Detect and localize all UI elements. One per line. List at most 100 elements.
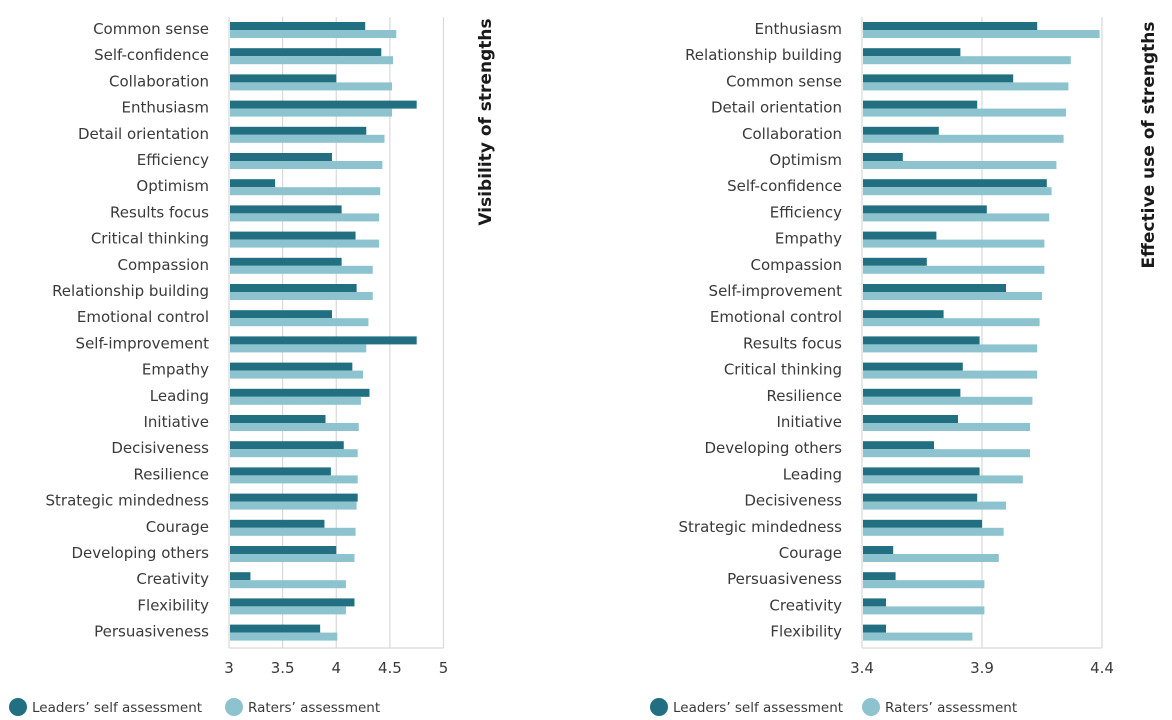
category-label: Strategic mindedness [46, 492, 210, 510]
category-label: Enthusiasm [755, 20, 842, 38]
category-label: Leading [783, 465, 842, 483]
bar-self-assessment [230, 572, 251, 581]
bar-raters-assessment [230, 423, 359, 431]
legend-label-self: Leaders’ self assessment [32, 700, 202, 716]
bar-raters-assessment [863, 554, 999, 562]
bar-self-assessment [863, 336, 980, 345]
category-label: Relationship building [685, 46, 842, 64]
bar-raters-assessment [863, 580, 985, 589]
bar-raters-assessment [230, 239, 380, 248]
x-tick-label: 4.5 [378, 659, 402, 677]
bar-self-assessment [863, 467, 980, 476]
category-label: Enthusiasm [122, 99, 209, 117]
bar-raters-assessment [863, 187, 1052, 196]
bar-raters-assessment [230, 554, 355, 562]
legend-swatch-raters [225, 698, 243, 716]
bar-self-assessment [863, 493, 978, 502]
bar-self-assessment [230, 546, 337, 554]
category-label: Creativity [769, 596, 842, 614]
category-label: Developing others [72, 544, 210, 562]
legend-label-self: Leaders’ self assessment [673, 700, 843, 716]
category-label: Self-improvement [76, 334, 210, 352]
bar-raters-assessment [863, 292, 1042, 300]
category-label: Critical thinking [91, 230, 209, 248]
x-tick-label: 5 [439, 659, 449, 677]
bar-self-assessment [863, 22, 1038, 30]
bar-raters-assessment [863, 239, 1045, 248]
bar-raters-assessment [230, 527, 356, 536]
bar-self-assessment [230, 22, 366, 30]
bar-self-assessment [863, 624, 886, 633]
category-label: Decisiveness [744, 492, 842, 510]
bar-self-assessment [863, 284, 1006, 292]
bar-self-assessment [230, 48, 382, 57]
category-label: Developing others [705, 439, 843, 457]
bar-raters-assessment [230, 56, 394, 65]
bar-self-assessment [230, 362, 353, 371]
x-tick-label: 3.5 [271, 659, 295, 677]
bar-raters-assessment [863, 370, 1038, 379]
category-label: Optimism [136, 177, 209, 195]
bar-self-assessment [230, 493, 358, 502]
effective-use-chart: 3.4 3.9 4.4 Enthusiasm Relationship building… [679, 17, 1114, 677]
bar-self-assessment [230, 467, 331, 476]
category-label: Results focus [110, 203, 209, 221]
bar-raters-assessment [863, 318, 1040, 327]
category-label: Efficiency [137, 151, 209, 169]
legend-swatch-self [650, 698, 668, 716]
category-label: Detail orientation [711, 99, 842, 117]
legend-swatch-self [9, 698, 27, 716]
bar-self-assessment [863, 257, 927, 266]
bar-raters-assessment [230, 501, 357, 510]
bar-self-assessment [863, 100, 978, 109]
legend-swatch-raters [862, 698, 880, 716]
category-label: Persuasiveness [727, 570, 842, 588]
bar-raters-assessment [863, 213, 1050, 222]
bar-self-assessment [863, 231, 937, 240]
bar-raters-assessment [863, 632, 973, 641]
bar-self-assessment [230, 231, 356, 240]
bar-self-assessment [863, 74, 1014, 83]
bar-self-assessment [863, 48, 961, 57]
category-label: Resilience [133, 465, 209, 483]
category-label: Initiative [144, 413, 210, 431]
bar-raters-assessment [230, 475, 358, 484]
category-label: Empathy [775, 230, 842, 248]
right-legend: Leaders’ self assessment Raters’ assessm… [650, 698, 1017, 716]
bar-raters-assessment [863, 501, 1006, 510]
bar-raters-assessment [230, 265, 373, 274]
bar-raters-assessment [230, 606, 346, 615]
bar-self-assessment [230, 336, 417, 345]
x-tick-label: 3 [224, 659, 234, 677]
bar-raters-assessment [863, 449, 1030, 458]
bar-raters-assessment [230, 108, 393, 117]
left-legend: Leaders’ self assessment Raters’ assessm… [9, 698, 380, 716]
bar-raters-assessment [230, 292, 373, 300]
category-label: Emotional control [710, 308, 842, 326]
category-label: Decisiveness [111, 439, 209, 457]
bar-self-assessment [230, 415, 326, 423]
category-label: Common sense [93, 20, 209, 38]
bar-raters-assessment [230, 82, 393, 91]
bar-raters-assessment [230, 161, 383, 169]
legend-label-raters: Raters’ assessment [885, 700, 1017, 716]
bar-raters-assessment [863, 108, 1066, 117]
bar-self-assessment [230, 257, 342, 266]
bar-self-assessment [230, 519, 325, 528]
category-label: Resilience [766, 387, 842, 405]
bar-raters-assessment [230, 344, 367, 353]
bar-raters-assessment [230, 213, 380, 222]
bar-self-assessment [863, 153, 903, 161]
visibility-chart-title: Visibility of strengths [476, 18, 496, 225]
effective-use-chart-title: Effective use of strengths [1139, 22, 1159, 269]
bar-self-assessment [863, 388, 961, 397]
bar-self-assessment [863, 415, 958, 423]
category-label: Efficiency [770, 203, 842, 221]
bar-raters-assessment [863, 82, 1069, 91]
bar-raters-assessment [230, 580, 346, 589]
bar-self-assessment [863, 362, 963, 371]
bar-raters-assessment [230, 187, 381, 196]
bar-self-assessment [863, 546, 894, 554]
category-label: Collaboration [109, 72, 209, 90]
